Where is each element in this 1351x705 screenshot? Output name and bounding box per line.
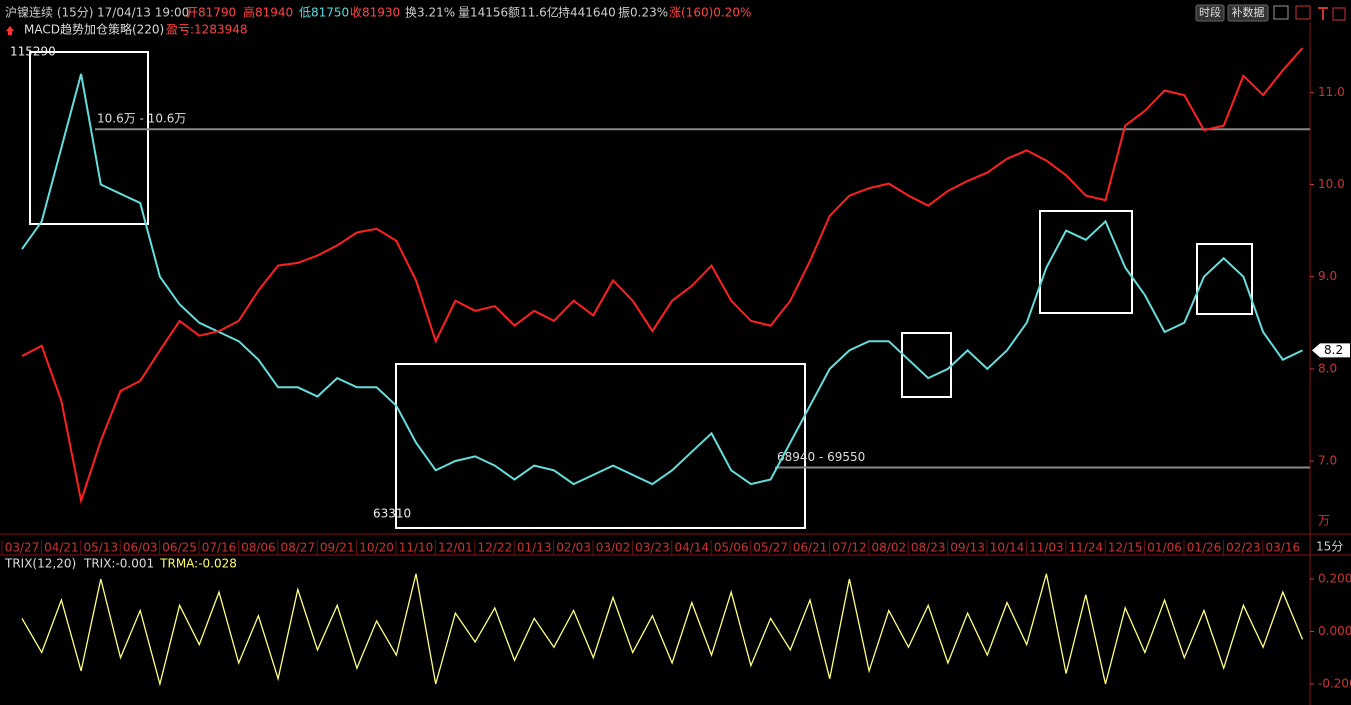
- x-tick-label: 01/26: [1187, 541, 1222, 555]
- x-tick-label: 04/21: [44, 541, 79, 555]
- button-label[interactable]: 时段: [1199, 5, 1221, 19]
- x-tick-label: 06/25: [162, 541, 197, 555]
- icon[interactable]: [1318, 7, 1328, 20]
- indicator-readout: TRIX:-0.001: [83, 557, 154, 571]
- x-tick-label: 08/06: [241, 541, 276, 555]
- time: 17/04/13 19:00: [97, 6, 189, 20]
- open: 开81790: [186, 6, 236, 20]
- y-tick-label: 0.200: [1318, 572, 1351, 586]
- turnover: 换3.21%: [405, 6, 455, 20]
- y-tick-label: 9.0: [1318, 269, 1337, 283]
- x-tick-label: 05/13: [84, 541, 119, 555]
- x-tick-label: 05/06: [714, 541, 749, 555]
- period: 15分: [1316, 540, 1343, 554]
- low: 低81750: [299, 6, 349, 20]
- x-tick-label: 12/22: [478, 541, 513, 555]
- highlight-box: [29, 51, 149, 225]
- y-tick-label: 11.0: [1318, 85, 1345, 99]
- y-tick-label: 0.000: [1318, 624, 1351, 638]
- button[interactable]: [1195, 4, 1225, 22]
- strategy-title: MACD趋势加仓策略(220): [24, 22, 164, 37]
- x-tick-label: 08/27: [281, 541, 316, 555]
- x-tick-label: 11/10: [399, 541, 434, 555]
- x-tick-label: 10/14: [990, 541, 1025, 555]
- x-tick-label: 09/13: [950, 541, 985, 555]
- close: 收81930: [350, 6, 400, 20]
- x-tick-label: 11/03: [1029, 541, 1064, 555]
- x-tick-label: 11/24: [1069, 541, 1104, 555]
- level-label: 68940 - 69550: [777, 450, 865, 464]
- annotation: 63310: [373, 507, 411, 521]
- x-tick-label: 03/23: [635, 541, 670, 555]
- x-tick-label: 01/06: [1147, 541, 1182, 555]
- y-tick-label: -0.200: [1318, 676, 1351, 690]
- icon[interactable]: [1332, 7, 1346, 21]
- last-price-label: 8.2: [1324, 343, 1343, 357]
- annotation: 115290: [10, 45, 56, 59]
- x-tick-label: 03/02: [596, 541, 631, 555]
- x-tick-label: 08/02: [872, 541, 907, 555]
- x-tick-label: 02/03: [556, 541, 591, 555]
- x-tick-label: 12/15: [1108, 541, 1143, 555]
- symbol: 沪镍连续 (15分): [5, 5, 93, 20]
- y-tick-label: 10.0: [1318, 177, 1345, 191]
- x-tick-label: 10/20: [359, 541, 394, 555]
- x-tick-label: 06/03: [123, 541, 158, 555]
- highlight-box: [1039, 210, 1133, 314]
- holding: 持441640: [558, 5, 616, 20]
- x-tick-label: 08/23: [911, 541, 946, 555]
- x-tick-label: 05/27: [753, 541, 788, 555]
- amount: 额11.6亿: [508, 5, 559, 20]
- button-label[interactable]: 补数据: [1232, 5, 1265, 19]
- unit: 万: [1318, 514, 1330, 528]
- change: 涨(160)0.20%: [669, 5, 751, 20]
- x-tick-label: 12/01: [438, 541, 473, 555]
- x-tick-label: 03/16: [1266, 541, 1301, 555]
- x-tick-label: 03/27: [5, 541, 40, 555]
- icon: [6, 26, 14, 35]
- x-tick-label: 01/13: [517, 541, 552, 555]
- y-tick-label: 7.0: [1318, 454, 1337, 468]
- x-tick-label: 02/23: [1226, 541, 1261, 555]
- series-line: [21, 573, 1304, 687]
- x-tick-label: 04/14: [675, 541, 710, 555]
- last-price-tag: [1312, 343, 1350, 358]
- volume: 量14156: [458, 6, 508, 20]
- x-tick-label: 06/21: [793, 541, 828, 555]
- indicator-title: TRIX(12,20): [4, 557, 76, 571]
- x-tick-label: 07/12: [832, 541, 867, 555]
- amplitude: 振0.23%: [618, 6, 668, 20]
- icon[interactable]: [1295, 5, 1311, 20]
- y-tick-label: 8.0: [1318, 361, 1337, 375]
- x-tick-label: 09/21: [320, 541, 355, 555]
- button[interactable]: [1227, 4, 1269, 22]
- indicator-readout: TRMA:-0.028: [159, 557, 237, 571]
- series-line: [21, 73, 1303, 486]
- highlight-box: [395, 363, 806, 529]
- high: 高81940: [243, 5, 293, 20]
- highlight-boxes: [29, 51, 1253, 529]
- highlight-box: [1196, 243, 1253, 315]
- strategy-pnl: 盈亏:1283948: [166, 23, 248, 37]
- level-label: 10.6万 - 10.6万: [97, 112, 186, 126]
- icon[interactable]: [1273, 5, 1289, 20]
- x-tick-label: 07/16: [202, 541, 237, 555]
- series-line: [21, 47, 1304, 505]
